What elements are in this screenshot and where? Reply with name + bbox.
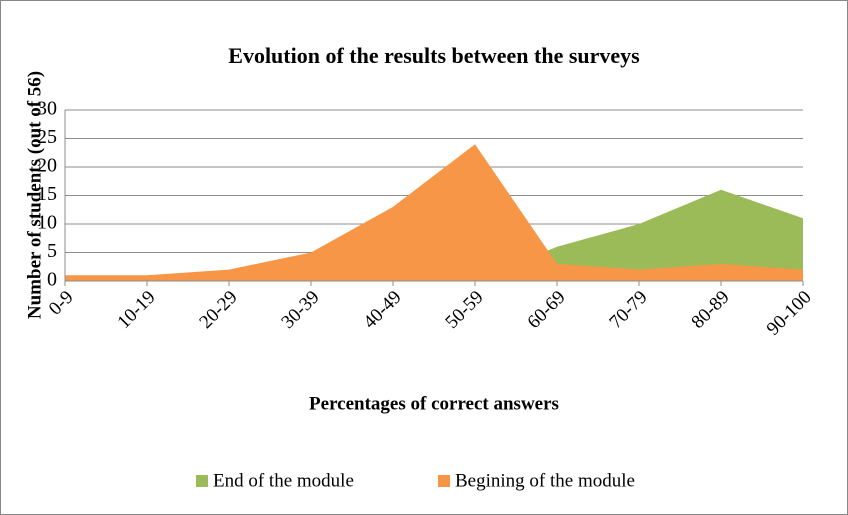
x-axis-label: Percentages of correct answers [309, 393, 559, 414]
y-tick-label: 10 [37, 212, 57, 234]
y-tick-label: 25 [37, 126, 57, 148]
legend-swatch [196, 475, 208, 487]
area [65, 144, 803, 281]
legend-swatch [438, 475, 450, 487]
y-tick-label: 30 [37, 98, 57, 120]
chart-title: Evolution of the results between the sur… [228, 43, 640, 68]
legend-label: End of the module [213, 470, 354, 491]
y-tick-label: 20 [37, 155, 57, 177]
y-tick-label: 0 [47, 269, 57, 291]
y-tick-label: 15 [37, 183, 57, 205]
legend-label: Begining of the module [455, 470, 635, 491]
y-axis-label: Number of students (out of 56) [24, 71, 45, 319]
area [65, 189, 803, 281]
y-tick-label: 5 [47, 240, 57, 262]
